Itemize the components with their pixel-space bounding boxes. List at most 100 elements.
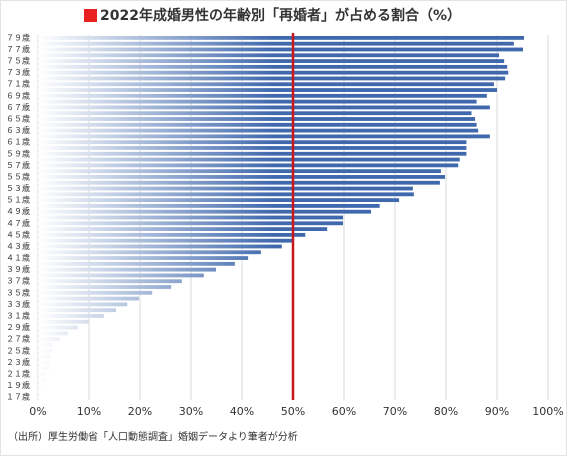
bar xyxy=(38,209,372,214)
y-tick-label: ５５歳 xyxy=(6,171,30,181)
bar xyxy=(38,146,467,150)
bar xyxy=(38,296,139,301)
bar xyxy=(38,192,414,197)
y-tick-label: ６１歳 xyxy=(6,137,30,147)
bar xyxy=(38,319,89,324)
bar xyxy=(38,279,182,284)
bar xyxy=(38,59,505,63)
bar xyxy=(38,221,343,226)
y-tick-label: ４３歳 xyxy=(6,241,30,251)
bar xyxy=(38,88,497,92)
bar xyxy=(38,261,235,266)
y-tick-label: ６９歳 xyxy=(6,90,30,100)
y-tick-label: ４９歳 xyxy=(6,206,30,216)
bar xyxy=(38,122,477,127)
bar xyxy=(38,395,40,400)
bar xyxy=(38,163,459,168)
y-tick-label: ３９歳 xyxy=(6,264,30,274)
bar xyxy=(38,337,60,342)
x-tick-label: 80% xyxy=(434,405,458,418)
bar xyxy=(38,99,477,104)
bar xyxy=(38,285,172,289)
bar xyxy=(38,76,506,81)
bar xyxy=(38,41,514,46)
y-tick-label: ３１歳 xyxy=(6,310,30,320)
y-tick-label: ４５歳 xyxy=(6,229,30,239)
bar xyxy=(38,204,380,208)
bar xyxy=(38,198,400,203)
bar xyxy=(38,389,42,394)
title-marker xyxy=(84,9,97,22)
x-tick-label: 10% xyxy=(77,405,101,418)
bar xyxy=(38,53,500,58)
y-tick-label: ６３歳 xyxy=(6,125,30,135)
x-tick-label: 0% xyxy=(29,405,46,418)
bar xyxy=(38,227,328,231)
bar xyxy=(38,93,487,98)
y-tick-label: ２３歳 xyxy=(6,357,30,367)
bar xyxy=(38,186,413,191)
y-tick-label: ２７歳 xyxy=(6,334,30,344)
y-tick-label: ７３歳 xyxy=(6,67,30,77)
chart-title: 2022年成婚男性の年齢別「再婚者」が占める割合（%） xyxy=(100,7,461,24)
bar xyxy=(38,250,261,255)
bar xyxy=(38,325,78,330)
y-tick-label: ５７歳 xyxy=(6,160,30,170)
y-tick-label: ３５歳 xyxy=(6,287,30,297)
bar xyxy=(38,366,50,371)
frame xyxy=(0,0,567,456)
y-tick-label: ３７歳 xyxy=(6,276,30,286)
y-tick-label: ４７歳 xyxy=(6,218,30,228)
x-tick-label: 30% xyxy=(179,405,203,418)
y-tick-label: ２５歳 xyxy=(6,345,30,355)
bar xyxy=(38,360,51,365)
bar xyxy=(38,372,47,376)
x-tick-label: 50% xyxy=(281,405,305,418)
y-tick-label: ７７歳 xyxy=(6,44,30,54)
bar xyxy=(38,331,69,336)
bar xyxy=(38,82,494,87)
bar xyxy=(38,117,476,121)
bar xyxy=(38,47,524,52)
bar xyxy=(38,267,216,272)
y-tick-label: １９歳 xyxy=(6,380,30,390)
bar xyxy=(38,105,490,110)
x-tick-label: 90% xyxy=(485,405,509,418)
bar xyxy=(38,35,525,40)
x-tick-label: 40% xyxy=(230,405,254,418)
x-tick-label: 100% xyxy=(532,405,563,418)
y-tick-label: ７９歳 xyxy=(6,32,30,42)
bar xyxy=(38,151,467,156)
bar xyxy=(38,343,53,347)
bar xyxy=(38,244,282,249)
source-note: （出所）厚生労働省「人口動態調査」婚姻データより筆者が分析 xyxy=(8,430,298,443)
bar xyxy=(38,134,490,139)
bar xyxy=(38,175,445,179)
x-tick-label: 60% xyxy=(332,405,356,418)
bar xyxy=(38,232,306,237)
bar xyxy=(38,377,46,382)
bar xyxy=(38,238,293,243)
bar xyxy=(38,180,440,185)
bar xyxy=(38,256,249,260)
y-tick-label: １７歳 xyxy=(6,392,30,402)
bar xyxy=(38,157,460,162)
bar xyxy=(38,140,467,145)
y-tick-label: ２１歳 xyxy=(6,368,30,378)
y-tick-label: ２９歳 xyxy=(6,322,30,332)
bar xyxy=(38,354,51,359)
y-tick-label: ３３歳 xyxy=(6,299,30,309)
bar xyxy=(38,383,43,388)
bar xyxy=(38,308,117,313)
bar xyxy=(38,111,472,116)
bar xyxy=(38,290,153,295)
y-tick-label: ５３歳 xyxy=(6,183,30,193)
bar xyxy=(38,169,441,174)
y-tick-label: ７５歳 xyxy=(6,56,30,66)
x-tick-label: 70% xyxy=(383,405,407,418)
bar xyxy=(38,128,479,133)
y-tick-label: ６５歳 xyxy=(6,114,30,124)
y-tick-label: ５９歳 xyxy=(6,148,30,158)
bar xyxy=(38,348,52,353)
